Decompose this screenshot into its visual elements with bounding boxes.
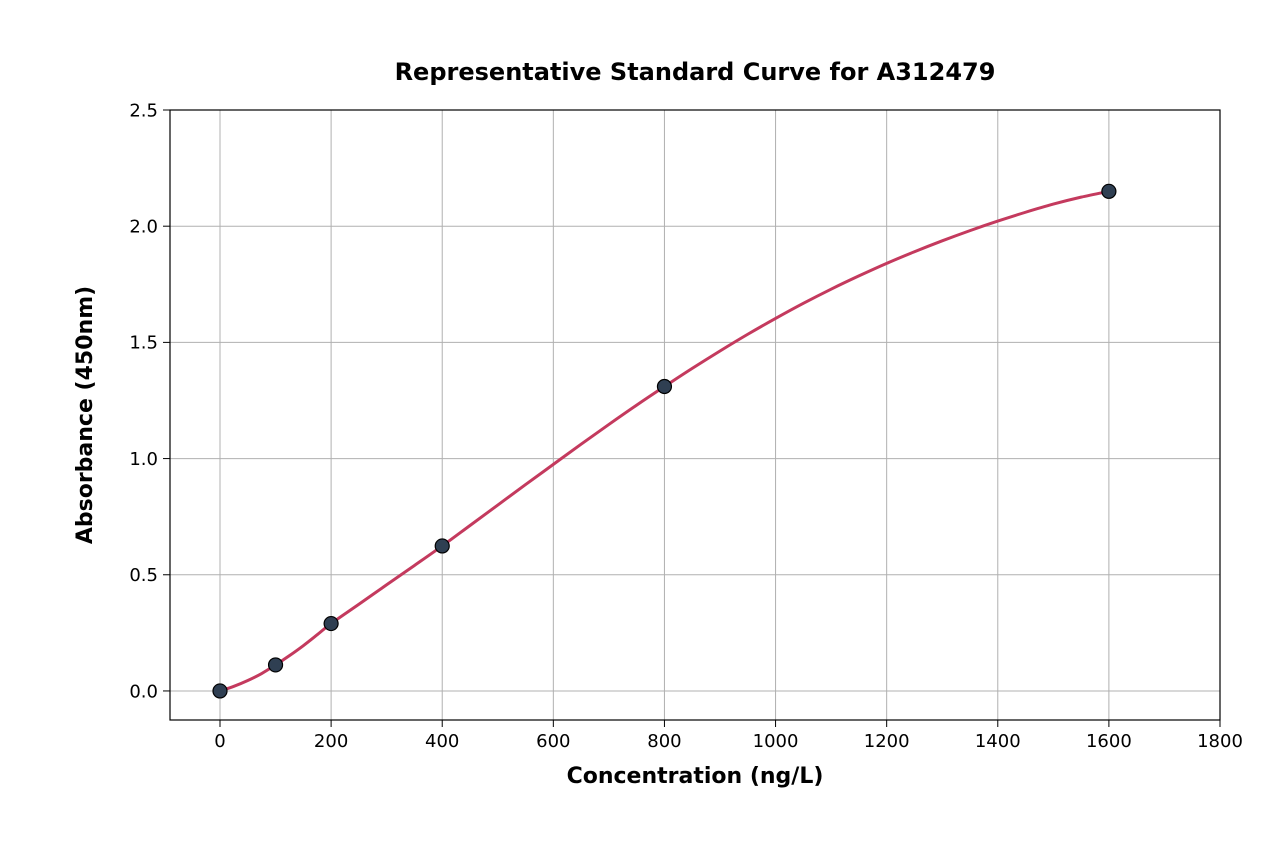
x-tick-label: 800 xyxy=(647,731,681,752)
x-tick-label: 200 xyxy=(314,731,348,752)
x-tick-label: 600 xyxy=(536,731,570,752)
x-tick-label: 1600 xyxy=(1086,731,1132,752)
x-tick-label: 1000 xyxy=(753,731,799,752)
chart-title: Representative Standard Curve for A31247… xyxy=(395,58,996,86)
y-tick-label: 1.5 xyxy=(129,333,158,354)
x-tick-label: 1800 xyxy=(1197,731,1243,752)
data-point xyxy=(269,658,283,672)
x-tick-label: 1200 xyxy=(864,731,910,752)
data-point xyxy=(435,539,449,553)
data-point xyxy=(1102,184,1116,198)
x-tick-label: 1400 xyxy=(975,731,1021,752)
y-tick-label: 2.5 xyxy=(129,100,158,121)
x-axis-label: Concentration (ng/L) xyxy=(567,764,824,789)
y-tick-label: 0.0 xyxy=(129,681,158,702)
data-point xyxy=(657,380,671,394)
data-point xyxy=(213,684,227,698)
standard-curve-chart: 0 200 400 600 800 1000 1200 1400 1600 1800 0.0 0.5 1… xyxy=(0,0,1280,845)
data-point xyxy=(324,617,338,631)
y-tick-label: 1.0 xyxy=(129,449,158,470)
x-tick-label: 0 xyxy=(214,731,225,752)
y-tick-label: 0.5 xyxy=(129,565,158,586)
x-tick-label: 400 xyxy=(425,731,459,752)
chart-container: 0 200 400 600 800 1000 1200 1400 1600 1800 0.0 0.5 1… xyxy=(0,0,1280,845)
y-axis-label: Absorbance (450nm) xyxy=(73,286,98,544)
y-tick-label: 2.0 xyxy=(129,216,158,237)
